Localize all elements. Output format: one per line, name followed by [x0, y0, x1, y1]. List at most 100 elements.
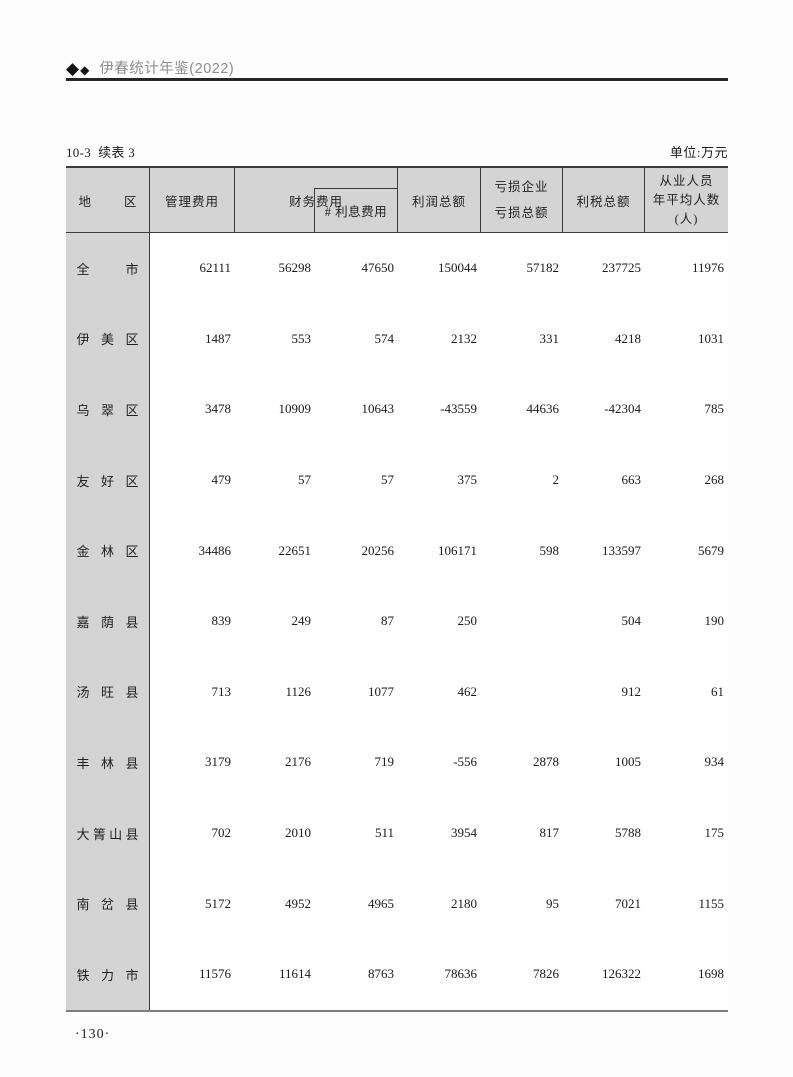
region-cell: 乌 翠 区: [66, 374, 150, 445]
region-cell: 丰 林 县: [66, 727, 150, 798]
region-cell: 友 好 区: [66, 444, 150, 516]
value-cell: 44636: [526, 401, 560, 417]
value-cell: 4952: [285, 895, 311, 911]
col-header-interest-expense: # 利息费用: [314, 188, 397, 232]
value-cell: 268: [704, 472, 725, 488]
region-label: 全 市: [76, 261, 139, 277]
value-cell: 95: [546, 895, 559, 911]
value-cell: 11614: [278, 966, 311, 982]
col-header-region: 地 区: [66, 168, 150, 232]
value-cell: 2180: [451, 895, 477, 911]
table-row: 金 林 区 34486 22651 20256 106171 598 133597 5679: [66, 515, 728, 586]
value-cell: [481, 657, 563, 728]
value-cell: 150044: [438, 260, 477, 276]
region-cell: 大箐山县: [66, 797, 150, 869]
value-cell: 598: [539, 542, 560, 558]
region-cell: 汤 旺 县: [66, 656, 150, 728]
table-row: 汤 旺 县 713 1126 1077 462 912 61: [66, 656, 728, 728]
value-cell: 934: [704, 754, 725, 770]
value-cell: 553: [291, 330, 312, 346]
region-label: 伊 美 区: [76, 332, 139, 348]
value-cell: 57: [381, 472, 394, 488]
value-cell: 78636: [444, 966, 478, 982]
value-cell: -43559: [440, 401, 477, 417]
unit-label: 单位:万元: [669, 145, 728, 160]
region-label: 丰 林 县: [76, 755, 139, 771]
value-cell: 5172: [205, 895, 231, 911]
value-cell: 817: [539, 825, 560, 841]
table-caption: 10-3 续表 3: [66, 145, 136, 160]
table-row: 伊 美 区 1487 553 574 2132 331 4218 1031: [66, 303, 728, 375]
value-cell: 61: [711, 683, 724, 699]
region-cell: 南 岔 县: [66, 868, 150, 939]
table-row: 南 岔 县 5172 4952 4965 2180 95 7021 1155: [66, 868, 728, 939]
region-label: 汤 旺 县: [76, 685, 139, 701]
caption-row: 10-3 续表 3 单位:万元: [66, 142, 728, 161]
region-cell: 嘉 荫 县: [66, 585, 150, 657]
value-cell: 574: [374, 330, 395, 346]
region-cell: 铁 力 市: [66, 938, 150, 1010]
value-cell: 190: [704, 613, 725, 629]
header-rule: [66, 78, 728, 81]
value-cell: 250: [457, 613, 478, 629]
region-label: 友 好 区: [76, 473, 139, 489]
value-cell: 4965: [368, 895, 394, 911]
value-cell: 1077: [368, 683, 394, 699]
value-cell: 479: [211, 472, 232, 488]
table-header-row: 地 区 管理费用 财务费用 # 利息费用 利润总额 亏损企业 亏损总额 利税总额…: [66, 166, 728, 233]
value-cell: 1005: [615, 754, 641, 770]
value-cell: 47650: [361, 260, 395, 276]
value-cell: 663: [621, 472, 642, 488]
value-cell: 126322: [602, 966, 641, 982]
value-cell: 719: [374, 754, 395, 770]
value-cell: 4218: [615, 330, 641, 346]
value-cell: 1031: [698, 330, 724, 346]
value-cell: 462: [457, 683, 478, 699]
value-cell: 2: [552, 472, 560, 488]
value-cell: 11976: [691, 260, 724, 276]
value-cell: 7021: [615, 895, 641, 911]
page-number: ·130·: [75, 1027, 111, 1042]
table-row: 嘉 荫 县 839 249 87 250 504 190: [66, 585, 728, 657]
region-cell: 金 林 区: [66, 515, 150, 586]
statistics-table: 地 区 管理费用 财务费用 # 利息费用 利润总额 亏损企业 亏损总额 利税总额…: [66, 166, 728, 1012]
value-cell: -556: [453, 754, 477, 770]
region-cell: 全 市: [66, 233, 150, 304]
col-header-employees: 从业人员 年平均人数 (人): [652, 173, 721, 226]
value-cell: 511: [374, 825, 394, 841]
value-cell: 10643: [361, 401, 395, 417]
table-row: 大箐山县 702 2010 511 3954 817 5788 175: [66, 797, 728, 869]
value-cell: 3478: [205, 401, 231, 417]
value-cell: 133597: [602, 542, 641, 558]
value-cell: 3954: [451, 825, 477, 841]
page-footer: ·130·: [75, 1027, 110, 1043]
page-header: ◆ ◆ 伊春统计年鉴(2022): [66, 57, 728, 77]
col-header-region-label: 地 区: [78, 194, 137, 209]
region-cell: 伊 美 区: [66, 303, 150, 375]
value-cell: 62111: [199, 260, 231, 276]
value-cell: 5679: [698, 542, 724, 558]
region-label: 大箐山县: [76, 826, 139, 842]
value-cell: 11576: [198, 966, 231, 982]
col-header-profit-tax-total: 利税总额: [563, 168, 645, 232]
value-cell: 57: [298, 472, 311, 488]
value-cell: 2010: [285, 825, 311, 841]
col-header-management-expense: 管理费用: [150, 168, 235, 232]
value-cell: 87: [381, 613, 394, 629]
value-cell: 912: [621, 683, 642, 699]
value-cell: 2878: [533, 754, 559, 770]
diamond-icon: ◆: [66, 59, 80, 78]
value-cell: 2176: [285, 754, 311, 770]
value-cell: 1487: [205, 330, 231, 346]
table-row: 铁 力 市 11576 11614 8763 78636 7826 126322 1698: [66, 938, 728, 1010]
value-cell: 8763: [368, 966, 394, 982]
value-cell: 20256: [361, 542, 395, 558]
value-cell: 10909: [278, 401, 312, 417]
value-cell: 7826: [533, 966, 559, 982]
value-cell: 175: [704, 825, 725, 841]
value-cell: [481, 586, 563, 657]
table-row: 乌 翠 区 3478 10909 10643 -43559 44636 -42304 785: [66, 374, 728, 445]
finance-expense-label: 财务费用: [288, 194, 343, 209]
table-row: 全 市 62111 56298 47650 150044 57182 237725 11976: [66, 233, 728, 304]
value-cell: 56298: [278, 260, 312, 276]
